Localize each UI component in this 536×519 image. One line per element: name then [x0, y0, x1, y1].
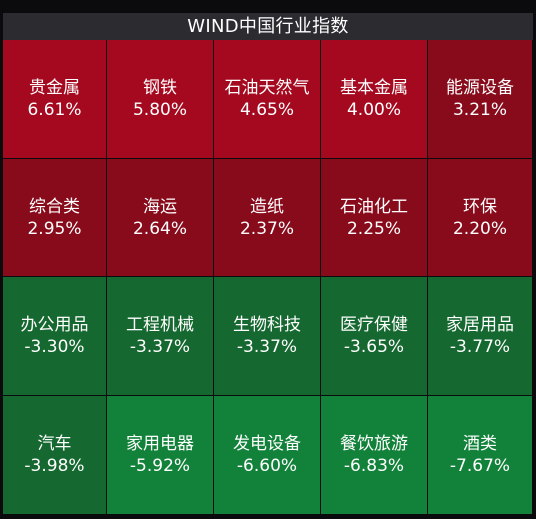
industry-name: 家居用品 — [446, 315, 514, 335]
industry-change: 4.65% — [239, 100, 294, 120]
industry-cell[interactable]: 办公用品 -3.30% — [3, 277, 107, 396]
industry-change: -3.37% — [129, 337, 191, 357]
industry-name: 生物科技 — [233, 315, 301, 335]
industry-change: 5.80% — [132, 100, 187, 120]
industry-name: 汽车 — [37, 434, 72, 454]
industry-cell[interactable]: 钢铁 5.80% — [107, 40, 214, 159]
industry-name: 基本金属 — [340, 78, 408, 98]
industry-name: 发电设备 — [233, 434, 301, 454]
industry-name: 能源设备 — [446, 78, 514, 98]
industry-name: 家用电器 — [126, 434, 194, 454]
industry-name: 钢铁 — [143, 78, 177, 98]
industry-change: 2.64% — [132, 218, 187, 239]
industry-cell[interactable]: 家居用品 -3.77% — [428, 277, 533, 396]
industry-name: 石油化工 — [340, 196, 408, 217]
industry-change: 2.37% — [239, 218, 294, 239]
industry-change: -3.77% — [449, 337, 511, 357]
industry-name: 贵金属 — [29, 78, 80, 98]
industry-change: -3.30% — [24, 337, 85, 357]
industry-cell[interactable]: 综合类 2.95% — [3, 159, 107, 277]
industry-name: 石油天然气 — [224, 78, 310, 98]
industry-name: 办公用品 — [20, 315, 89, 335]
industry-change: 6.61% — [27, 100, 82, 120]
industry-cell[interactable]: 基本金属 4.00% — [321, 40, 428, 159]
industry-cell[interactable]: 工程机械 -3.37% — [107, 277, 214, 396]
industry-cell[interactable]: 发电设备 -6.60% — [214, 396, 321, 515]
industry-name: 医疗保健 — [340, 315, 408, 335]
industry-change: 2.95% — [27, 218, 82, 239]
industry-change: -6.83% — [343, 456, 405, 476]
industry-cell[interactable]: 石油化工 2.25% — [321, 159, 428, 277]
industry-change: -3.65% — [343, 337, 405, 357]
industry-change: 4.00% — [346, 100, 401, 120]
industry-name: 海运 — [143, 196, 177, 217]
heatmap-grid: 贵金属 6.61% 钢铁 5.80% 石油天然气 4.65% 基本金属 4.00% 能源设备 3.… — [3, 40, 533, 515]
industry-change: -3.37% — [236, 337, 298, 357]
industry-cell[interactable]: 环保 2.20% — [428, 159, 533, 277]
industry-cell[interactable]: 家用电器 -5.92% — [107, 396, 214, 515]
industry-cell[interactable]: 汽车 -3.98% — [3, 396, 107, 515]
industry-change: 3.21% — [452, 100, 507, 120]
industry-cell[interactable]: 生物科技 -3.37% — [214, 277, 321, 396]
industry-change: 2.25% — [346, 218, 401, 239]
industry-change: -6.60% — [236, 456, 298, 476]
industry-cell[interactable]: 石油天然气 4.65% — [214, 40, 321, 159]
industry-name: 工程机械 — [126, 315, 194, 335]
panel-title: WIND中国行业指数 — [3, 13, 533, 40]
industry-cell[interactable]: 能源设备 3.21% — [428, 40, 533, 159]
industry-change: 2.20% — [452, 218, 507, 239]
industry-cell[interactable]: 造纸 2.37% — [214, 159, 321, 277]
industry-cell[interactable]: 医疗保健 -3.65% — [321, 277, 428, 396]
industry-cell[interactable]: 贵金属 6.61% — [3, 40, 107, 159]
industry-cell[interactable]: 酒类 -7.67% — [428, 396, 533, 515]
industry-change: -7.67% — [449, 456, 511, 476]
industry-change: -3.98% — [24, 456, 85, 476]
industry-name: 综合类 — [29, 196, 80, 217]
industry-cell[interactable]: 餐饮旅游 -6.83% — [321, 396, 428, 515]
industry-cell[interactable]: 海运 2.64% — [107, 159, 214, 277]
industry-name: 环保 — [463, 196, 497, 217]
industry-name: 造纸 — [250, 196, 284, 217]
industry-name: 酒类 — [463, 434, 497, 454]
industry-change: -5.92% — [129, 456, 191, 476]
industry-name: 餐饮旅游 — [340, 434, 408, 454]
